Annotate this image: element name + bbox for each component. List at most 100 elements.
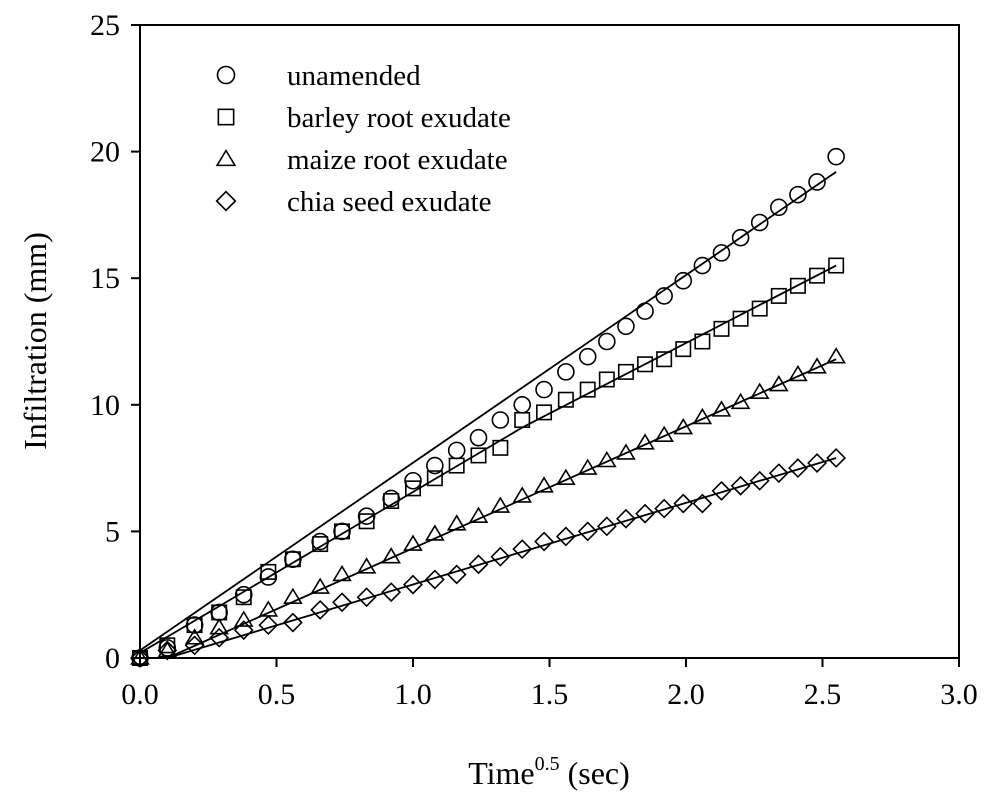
data-point-diamond <box>468 554 489 575</box>
data-point-diamond <box>209 627 230 648</box>
data-point-diamond <box>130 648 150 668</box>
data-point-square <box>656 351 673 368</box>
x-tick-label: 1.0 <box>394 678 432 711</box>
legend: unamended barley root exudate maize root e… <box>215 60 511 218</box>
data-point-square <box>514 411 531 428</box>
data-point-square <box>789 277 806 294</box>
data-point-circle <box>598 332 616 351</box>
data-point-triangle <box>749 382 770 399</box>
data-point-triangle <box>577 458 598 475</box>
data-point-square <box>828 257 845 274</box>
x-axis-title-unit: (sec) <box>560 755 630 791</box>
data-point-triangle <box>711 400 732 417</box>
x-tick-label: 2.5 <box>804 678 842 711</box>
data-point-square <box>260 563 277 580</box>
data-point-diamond <box>258 615 279 636</box>
fit-line <box>166 358 837 659</box>
data-point-square <box>235 589 252 606</box>
data-point-diamond <box>635 503 655 524</box>
data-point-square <box>159 637 176 654</box>
x-axis-ticks: 0.0 0.5 1.0 1.5 2.0 2.5 3.0 <box>121 658 978 711</box>
data-point-circle <box>557 363 575 381</box>
data-point-diamond <box>446 564 467 585</box>
data-point-triangle <box>692 407 713 425</box>
data-point-circle <box>578 347 597 366</box>
data-point-diamond <box>512 539 533 560</box>
data-point-triangle <box>597 450 617 468</box>
data-point-square <box>404 480 421 497</box>
data-point-diamond <box>184 635 205 656</box>
data-point-triangle <box>730 392 751 410</box>
data-point-square <box>334 523 351 540</box>
data-point-triangle <box>490 496 511 513</box>
x-axis-title-superscript: 0.5 <box>535 753 560 775</box>
y-tick-label: 25 <box>90 9 120 42</box>
fit-line <box>167 457 837 659</box>
data-point-square <box>617 363 634 380</box>
data-point-triangle <box>356 557 377 574</box>
data-point-square <box>751 300 768 317</box>
data-point-diamond <box>555 526 576 547</box>
data-point-square <box>284 551 301 568</box>
data-point-square <box>713 320 730 337</box>
data-point-circle <box>636 302 654 320</box>
data-point-triangle <box>310 577 330 594</box>
data-point-diamond <box>403 574 423 595</box>
x-tick-label: 1.5 <box>531 678 569 711</box>
data-point-diamond <box>596 516 617 537</box>
data-point-triangle <box>446 514 467 531</box>
data-point-square <box>675 341 692 358</box>
data-point-circle <box>731 228 750 247</box>
y-axis-title: Infiltration (mm) <box>17 232 53 450</box>
data-point-circle <box>617 317 635 336</box>
legend-marker-diamond <box>215 190 237 212</box>
data-point-triangle <box>654 425 674 442</box>
data-point-square <box>186 617 203 634</box>
data-point-circle <box>469 428 488 447</box>
data-point-circle <box>770 198 788 217</box>
data-point-square <box>358 513 375 530</box>
data-point-triangle <box>425 524 445 541</box>
x-axis-title: Time0.5 (sec) <box>468 753 630 791</box>
data-point-triangle <box>534 476 554 493</box>
x-tick-label: 0.5 <box>258 678 296 711</box>
data-point-circle <box>693 256 712 275</box>
y-axis-ticks: 0 5 10 15 20 25 <box>90 9 140 675</box>
data-point-circle <box>712 244 731 262</box>
data-point-square <box>312 536 329 553</box>
data-point-diamond <box>692 493 713 514</box>
x-tick-label: 3.0 <box>940 678 978 711</box>
x-tick-label: 2.0 <box>667 678 705 711</box>
data-point-triangle <box>788 364 808 382</box>
data-point-square <box>732 310 749 327</box>
data-point-diamond <box>233 620 254 641</box>
data-point-square <box>536 404 553 421</box>
data-point-triangle <box>512 486 533 503</box>
legend-label: chia seed exudate <box>287 186 492 218</box>
data-point-triangle <box>283 587 303 605</box>
data-point-diamond <box>157 640 178 661</box>
data-point-triangle <box>209 618 229 635</box>
data-point-square <box>426 470 443 487</box>
data-point-diamond <box>730 475 751 496</box>
data-point-circle <box>426 456 444 475</box>
data-point-triangle <box>130 648 150 665</box>
legend-marker-square <box>217 108 235 126</box>
legend-label: barley root exudate <box>287 102 511 134</box>
data-point-diamond <box>787 458 808 479</box>
data-point-square <box>598 371 615 388</box>
data-point-circle <box>674 271 693 290</box>
data-point-circle <box>808 173 826 191</box>
data-point-square <box>579 381 596 398</box>
data-point-square <box>770 287 787 304</box>
data-point-triangle <box>381 547 401 564</box>
data-point-triangle <box>184 628 205 645</box>
data-point-diamond <box>424 569 445 590</box>
data-point-triangle <box>233 610 254 627</box>
data-point-circle <box>827 147 845 166</box>
legend-label: maize root exudate <box>287 144 508 176</box>
data-point-triangle <box>635 433 655 450</box>
data-point-square <box>448 457 465 474</box>
data-point-diamond <box>490 546 511 567</box>
